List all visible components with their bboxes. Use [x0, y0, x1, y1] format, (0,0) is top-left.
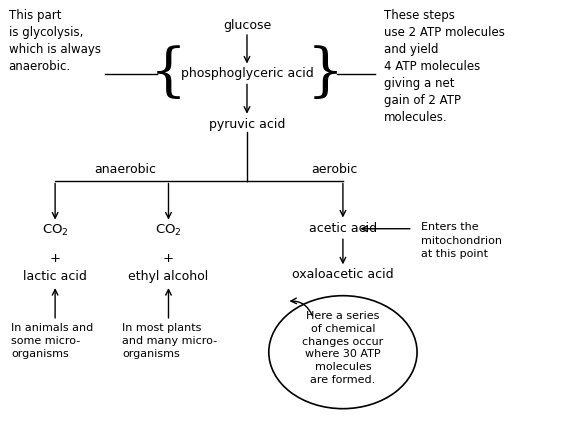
Text: phosphoglyceric acid: phosphoglyceric acid	[181, 67, 313, 81]
Text: This part
is glycolysis,
which is always
anaerobic.: This part is glycolysis, which is always…	[9, 9, 100, 73]
Text: pyruvic acid: pyruvic acid	[209, 117, 285, 131]
Text: CO$_2$: CO$_2$	[155, 223, 182, 238]
Text: These steps
use 2 ATP molecules
and yield
4 ATP molecules
giving a net
gain of 2: These steps use 2 ATP molecules and yiel…	[384, 9, 504, 124]
Text: CO$_2$: CO$_2$	[42, 223, 69, 238]
Text: aerobic: aerobic	[311, 163, 357, 176]
Text: lactic acid: lactic acid	[23, 271, 87, 283]
Text: anaerobic: anaerobic	[94, 163, 156, 176]
Text: glucose: glucose	[223, 20, 271, 32]
Text: ethyl alcohol: ethyl alcohol	[129, 271, 208, 283]
Text: Here a series
of chemical
changes occur
where 30 ATP
molecules
are formed.: Here a series of chemical changes occur …	[302, 311, 383, 385]
Text: }: }	[307, 46, 344, 102]
Text: +: +	[50, 251, 60, 265]
Text: {: {	[150, 46, 187, 102]
Text: In animals and
some micro-
organisms: In animals and some micro- organisms	[12, 323, 94, 359]
Text: In most plants
and many micro-
organisms: In most plants and many micro- organisms	[122, 323, 217, 359]
Text: acetic acid: acetic acid	[309, 222, 377, 235]
Text: +: +	[163, 251, 174, 265]
Text: oxaloacetic acid: oxaloacetic acid	[292, 268, 394, 281]
Text: Enters the
mitochondrion
at this point: Enters the mitochondrion at this point	[421, 223, 502, 259]
